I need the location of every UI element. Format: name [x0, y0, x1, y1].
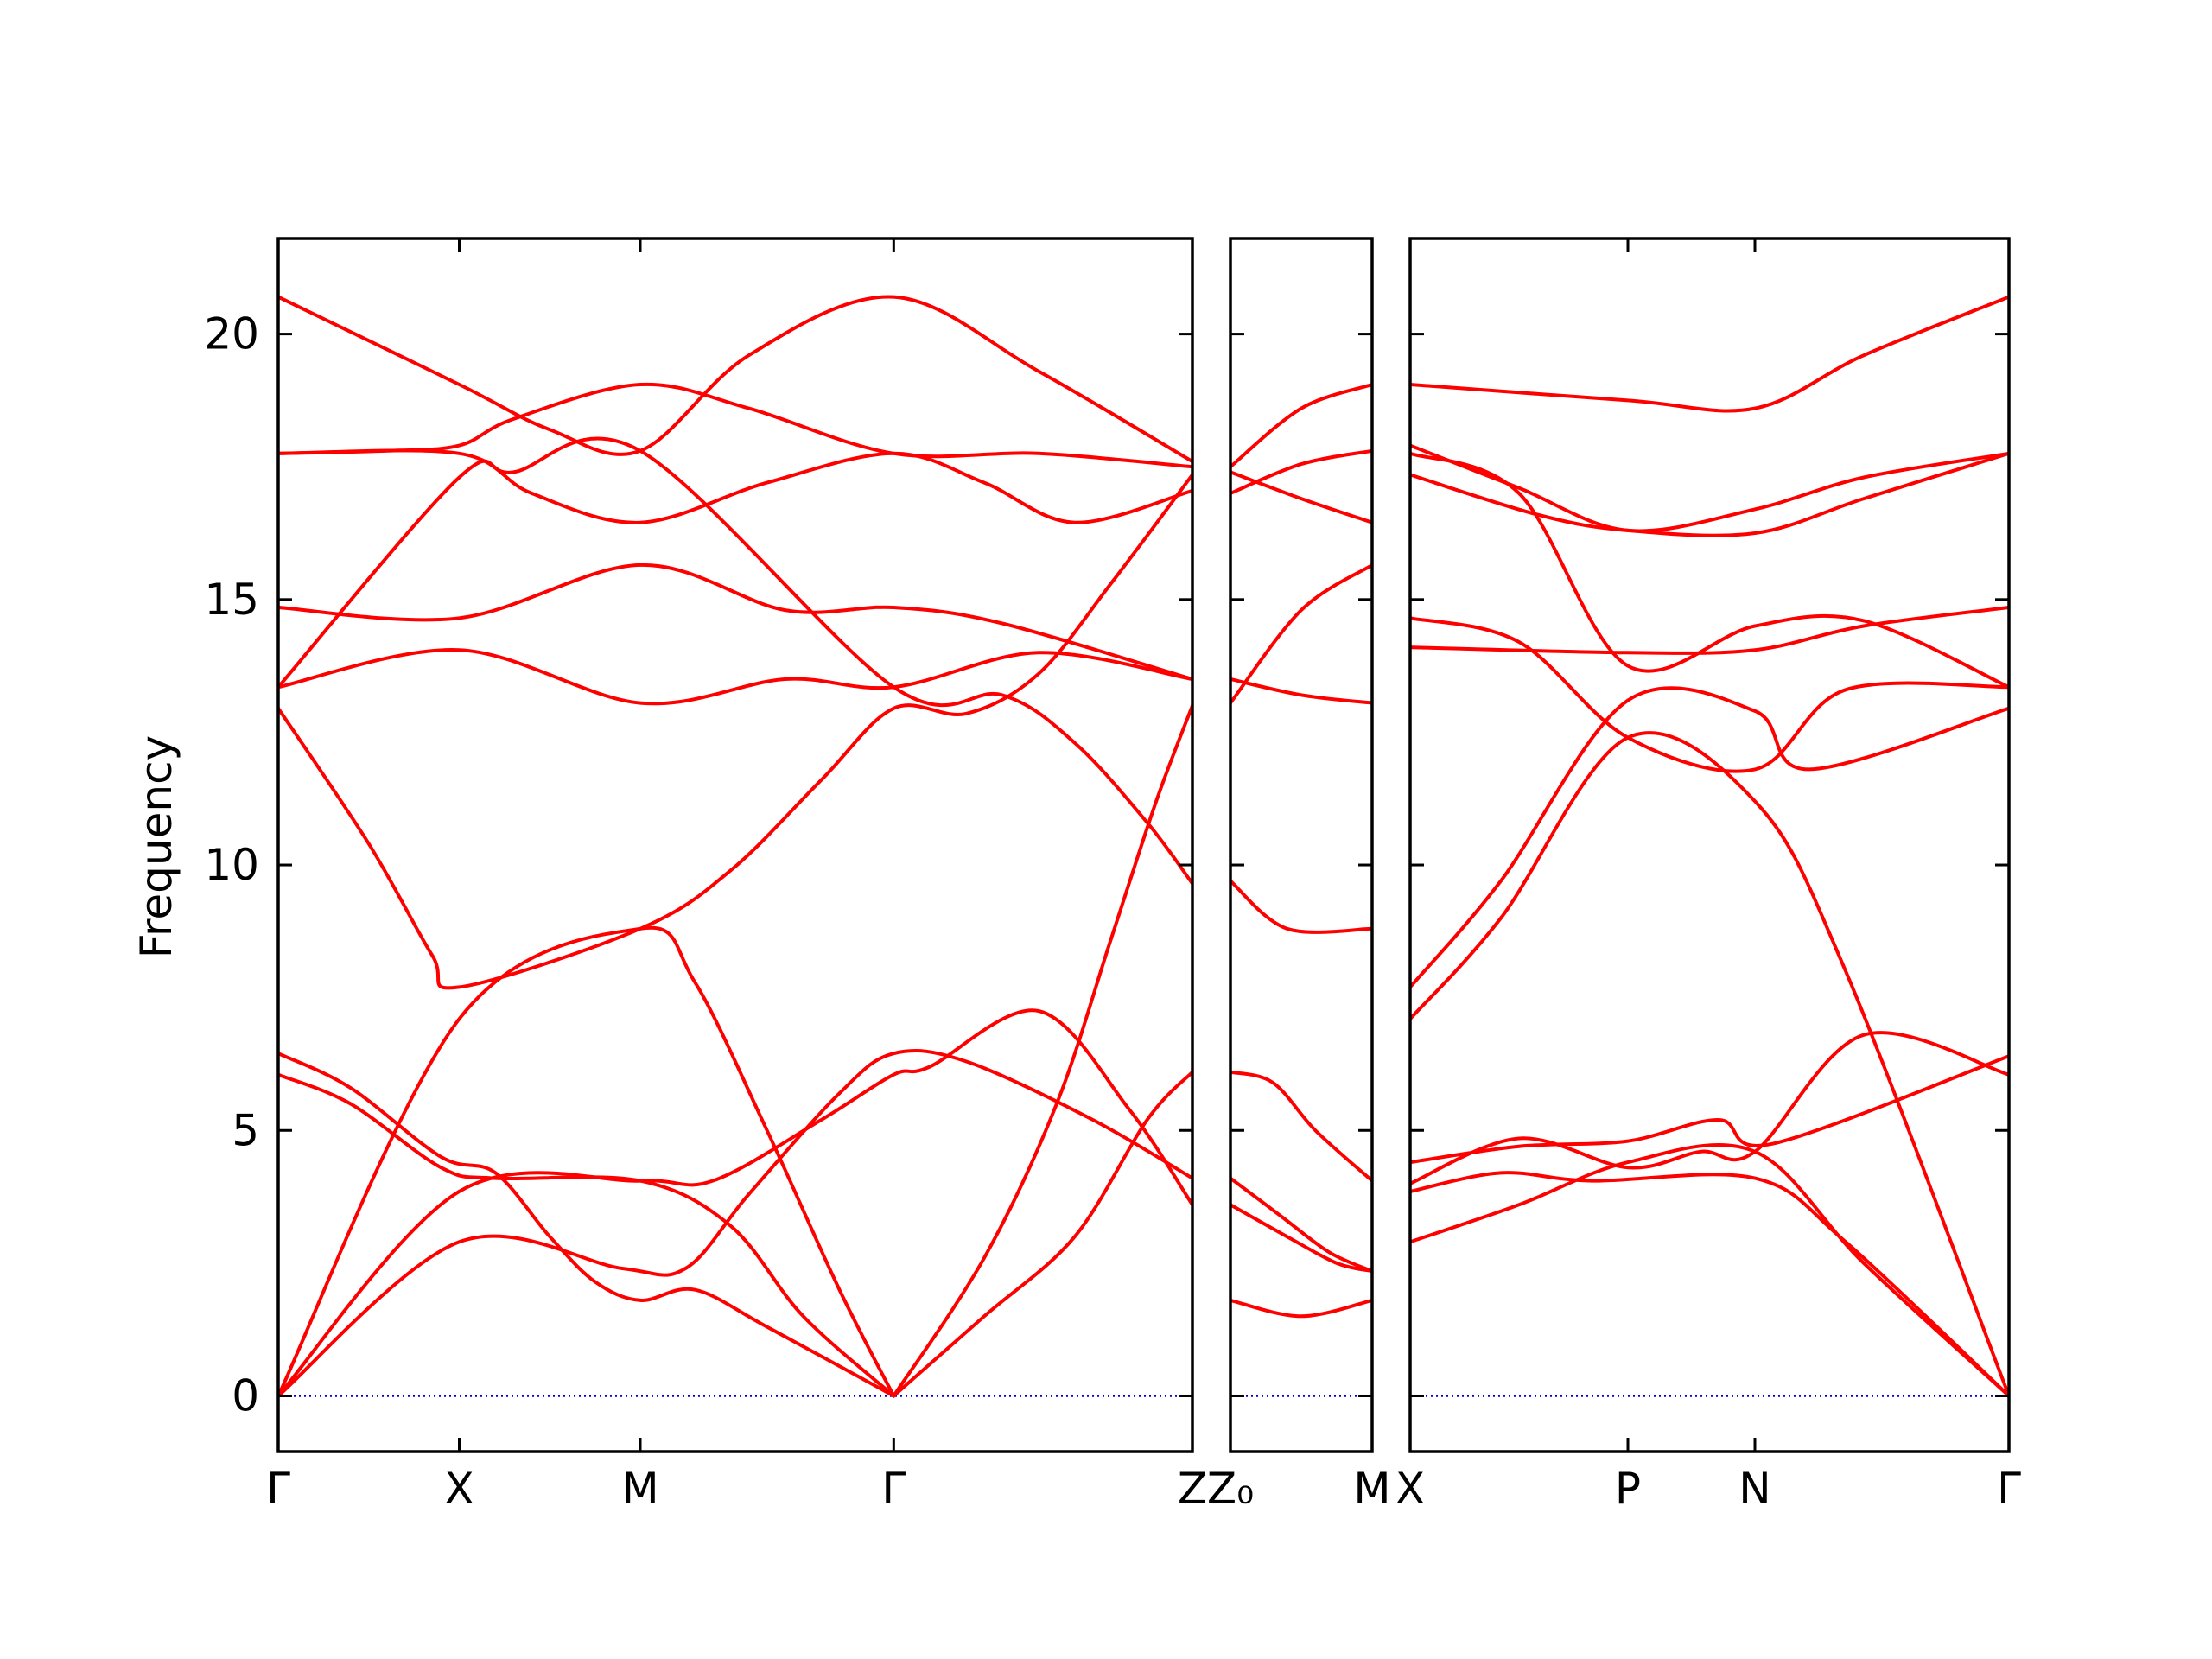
- band-line-4: [1410, 1054, 2009, 1165]
- band-line-5: [1230, 879, 1372, 934]
- band-line-3: [278, 1049, 1192, 1398]
- band-line-6: [1230, 563, 1372, 705]
- band-line-11: [1410, 443, 2009, 533]
- plot-frame: [1229, 237, 1374, 1453]
- band-line-8: [278, 473, 1192, 990]
- band-line-6: [892, 1070, 1192, 1398]
- x-tick-label: P: [1615, 1464, 1641, 1514]
- band-line-12: [1410, 295, 2009, 413]
- y-tick-label: 0: [232, 1370, 259, 1421]
- phonon-bands: [1410, 295, 2009, 1398]
- band-line-9: [1410, 451, 2009, 537]
- band-line-11: [278, 563, 1192, 681]
- y-tick-labels: 0 5 10 15 20: [204, 309, 259, 1421]
- y-axis-label: Frequency: [131, 735, 181, 958]
- panel-2: Z₀ M: [1207, 237, 1391, 1514]
- band-line-14: [278, 295, 1192, 464]
- band-line-4: [278, 1072, 896, 1398]
- phonon-bands: [278, 295, 1192, 1398]
- band-line-1: [1410, 1142, 2009, 1398]
- band-line-9: [278, 436, 1192, 886]
- y-tick-label: 10: [204, 840, 259, 890]
- band-line-7: [1410, 606, 2009, 655]
- x-tick-label: M: [1353, 1464, 1390, 1514]
- band-line-2: [1410, 1171, 2009, 1398]
- band-line-2: [278, 1008, 1192, 1398]
- x-tick-label: Γ: [881, 1464, 906, 1514]
- x-tick-label: Γ: [1997, 1464, 2021, 1514]
- plot-frame: [1408, 237, 2011, 1453]
- band-line-5: [1410, 731, 2009, 1398]
- x-tick-label: Z₀: [1207, 1464, 1254, 1514]
- band-line-7: [1230, 677, 1372, 705]
- band-line-8: [1230, 448, 1372, 495]
- x-tick-label: X: [1395, 1464, 1425, 1514]
- x-tick-label: Γ: [266, 1464, 290, 1514]
- phonon-bands: [1230, 383, 1372, 1319]
- band-line-2: [1230, 1203, 1372, 1274]
- band-line-7: [892, 703, 1192, 1398]
- x-tick-label: M: [621, 1464, 658, 1514]
- band-line-5: [278, 1052, 896, 1398]
- band-line-12: [278, 448, 1192, 524]
- band-line-4: [1230, 1070, 1372, 1183]
- y-tick-label: 20: [204, 309, 259, 359]
- x-tick-label: N: [1738, 1464, 1770, 1514]
- band-line-10: [278, 648, 1192, 706]
- band-line-9: [1230, 470, 1372, 524]
- y-tick-label: 5: [232, 1105, 259, 1155]
- band-line-3: [1230, 1176, 1372, 1274]
- band-line-1: [278, 925, 896, 1398]
- band-line-1: [1230, 1298, 1372, 1319]
- x-tick-label: X: [444, 1464, 474, 1514]
- band-line-10: [1230, 383, 1372, 469]
- x-tick-label: Z: [1178, 1464, 1207, 1514]
- band-line-8: [1410, 616, 2009, 773]
- band-line-6: [1410, 686, 2009, 989]
- band-line-13: [278, 382, 1192, 469]
- plot-frame: [276, 237, 1194, 1453]
- y-tick-label: 15: [204, 575, 259, 625]
